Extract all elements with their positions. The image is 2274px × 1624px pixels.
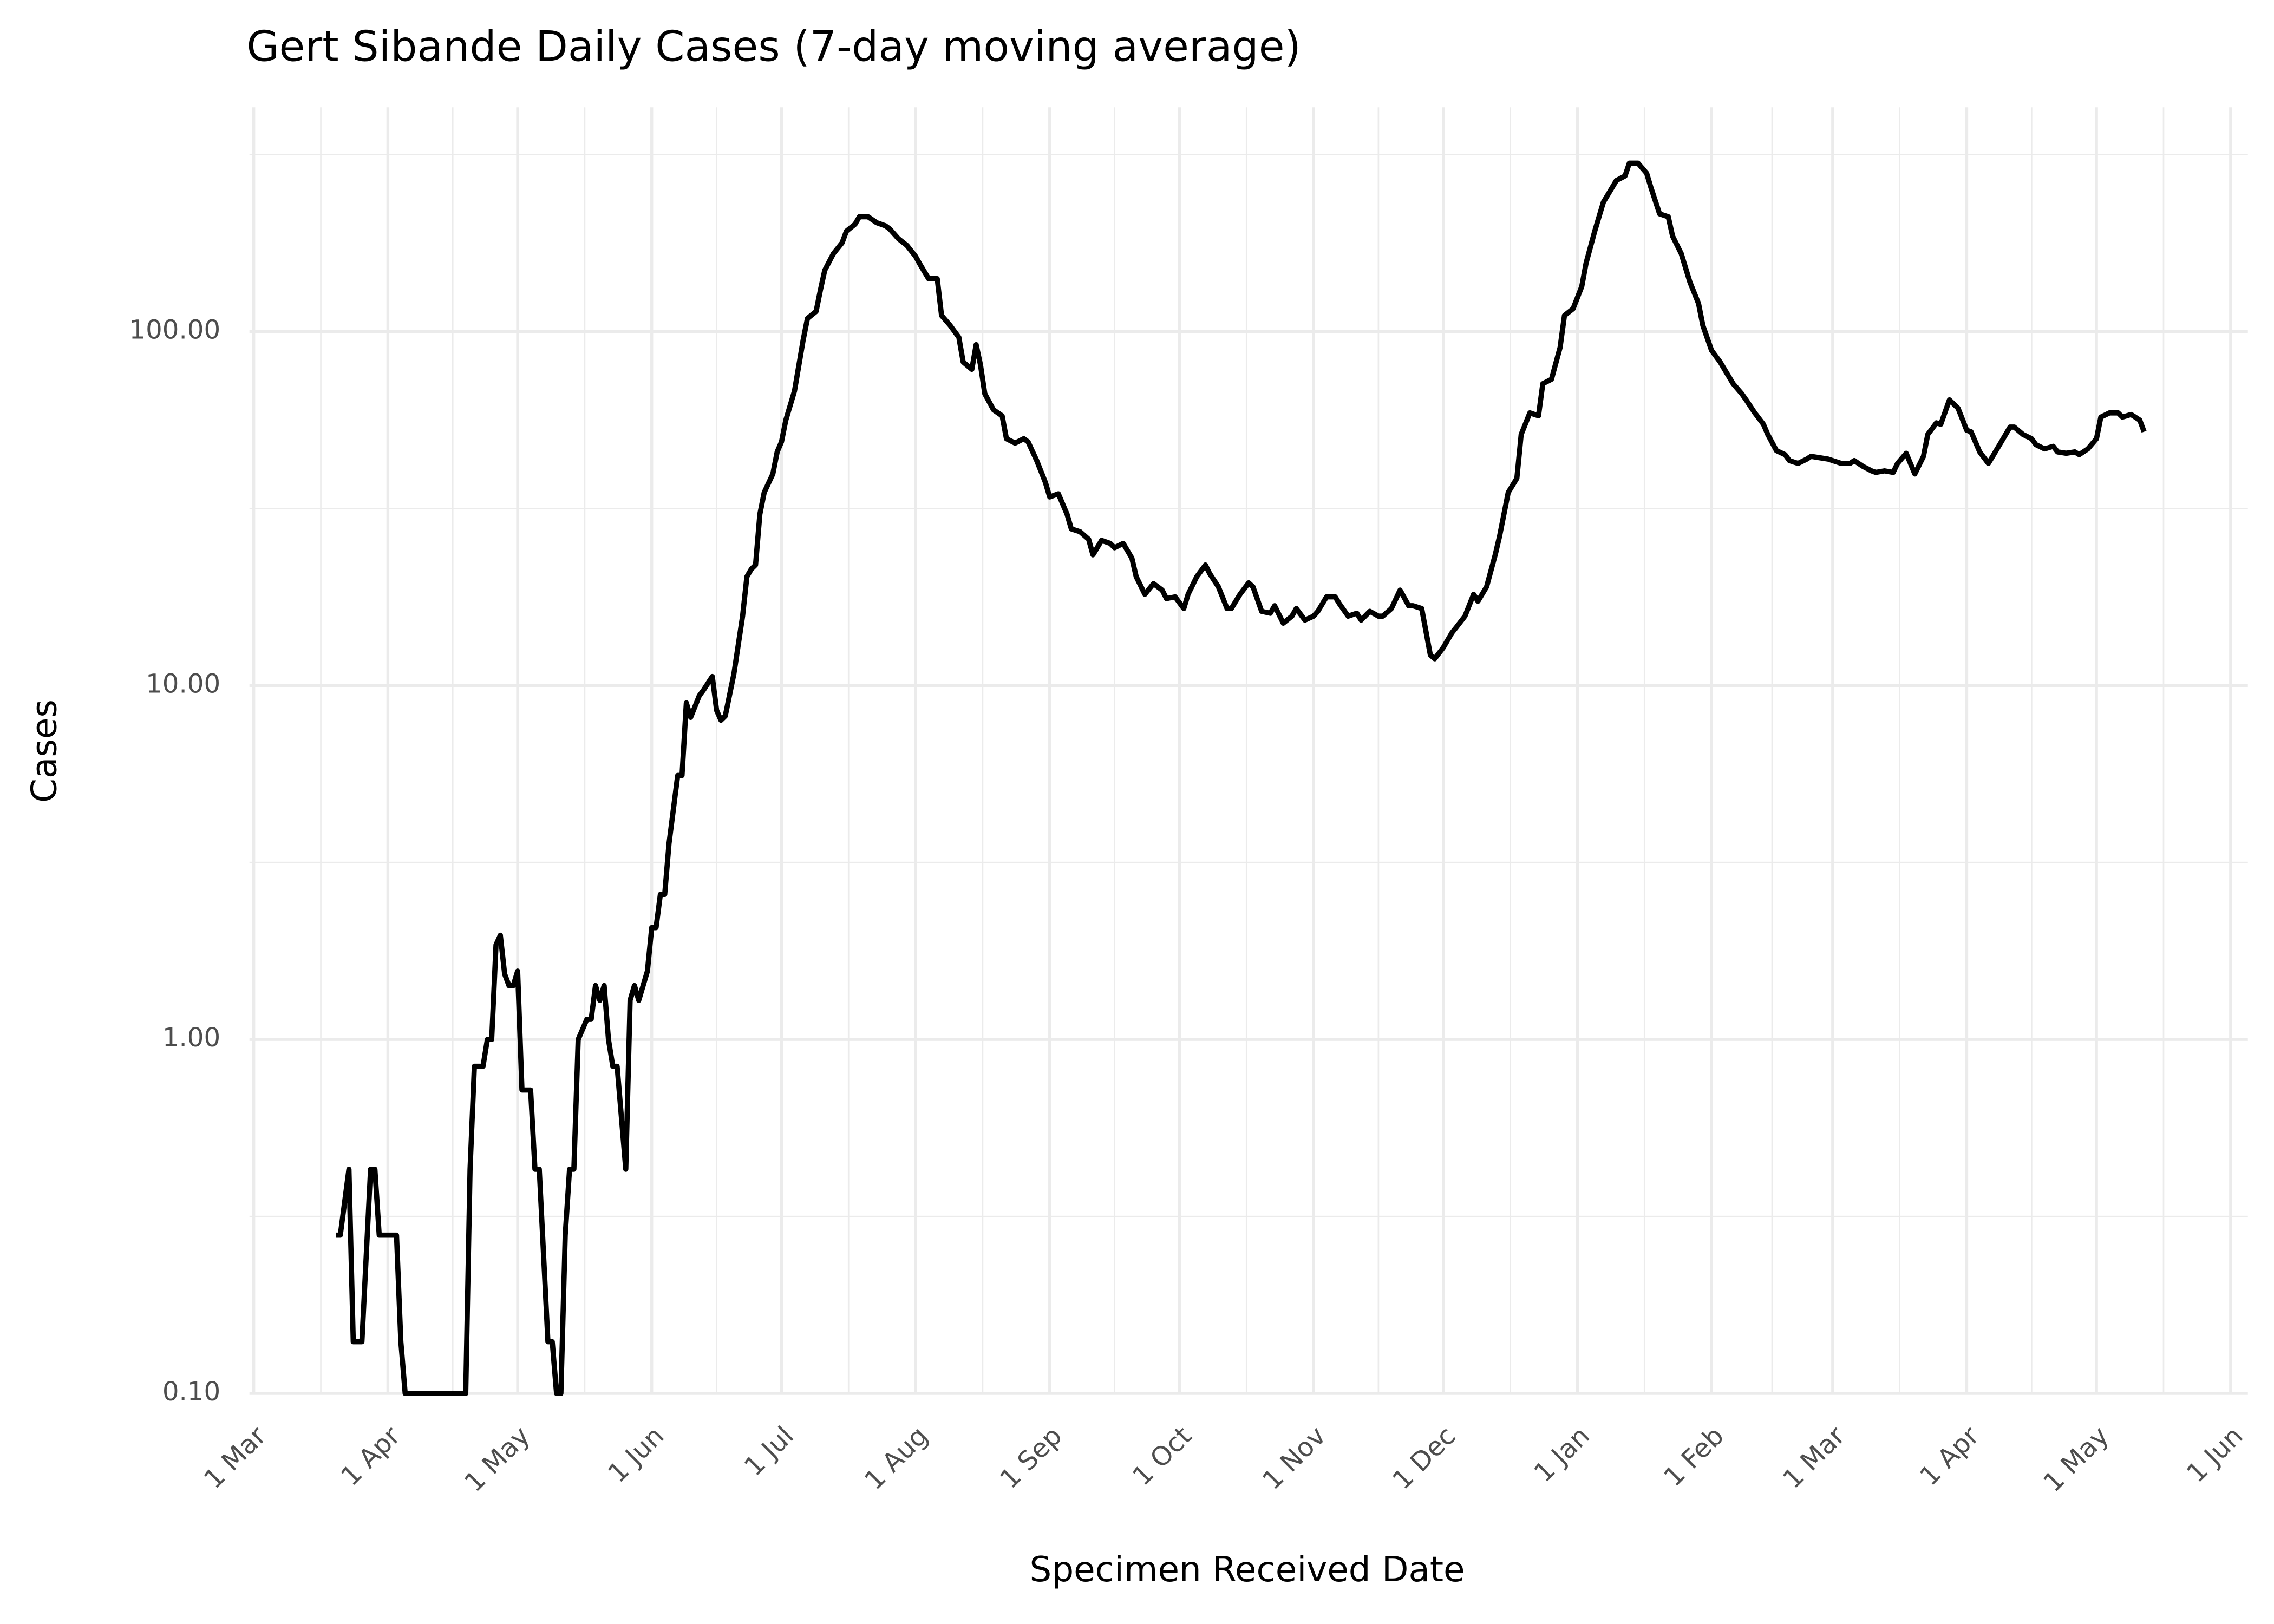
y-tick-label: 10.00 bbox=[146, 669, 220, 699]
plot-area bbox=[336, 160, 2147, 1396]
y-axis-title: Cases bbox=[24, 699, 64, 803]
y-tick-label: 1.00 bbox=[162, 1023, 220, 1053]
y-tick-label: 100.00 bbox=[129, 315, 220, 345]
x-axis-title: Specimen Received Date bbox=[1030, 1549, 1465, 1590]
chart-title: Gert Sibande Daily Cases (7-day moving a… bbox=[246, 23, 1301, 71]
grid bbox=[249, 107, 2248, 1395]
y-tick-label: 0.10 bbox=[162, 1377, 220, 1407]
data-line bbox=[336, 160, 2147, 1396]
